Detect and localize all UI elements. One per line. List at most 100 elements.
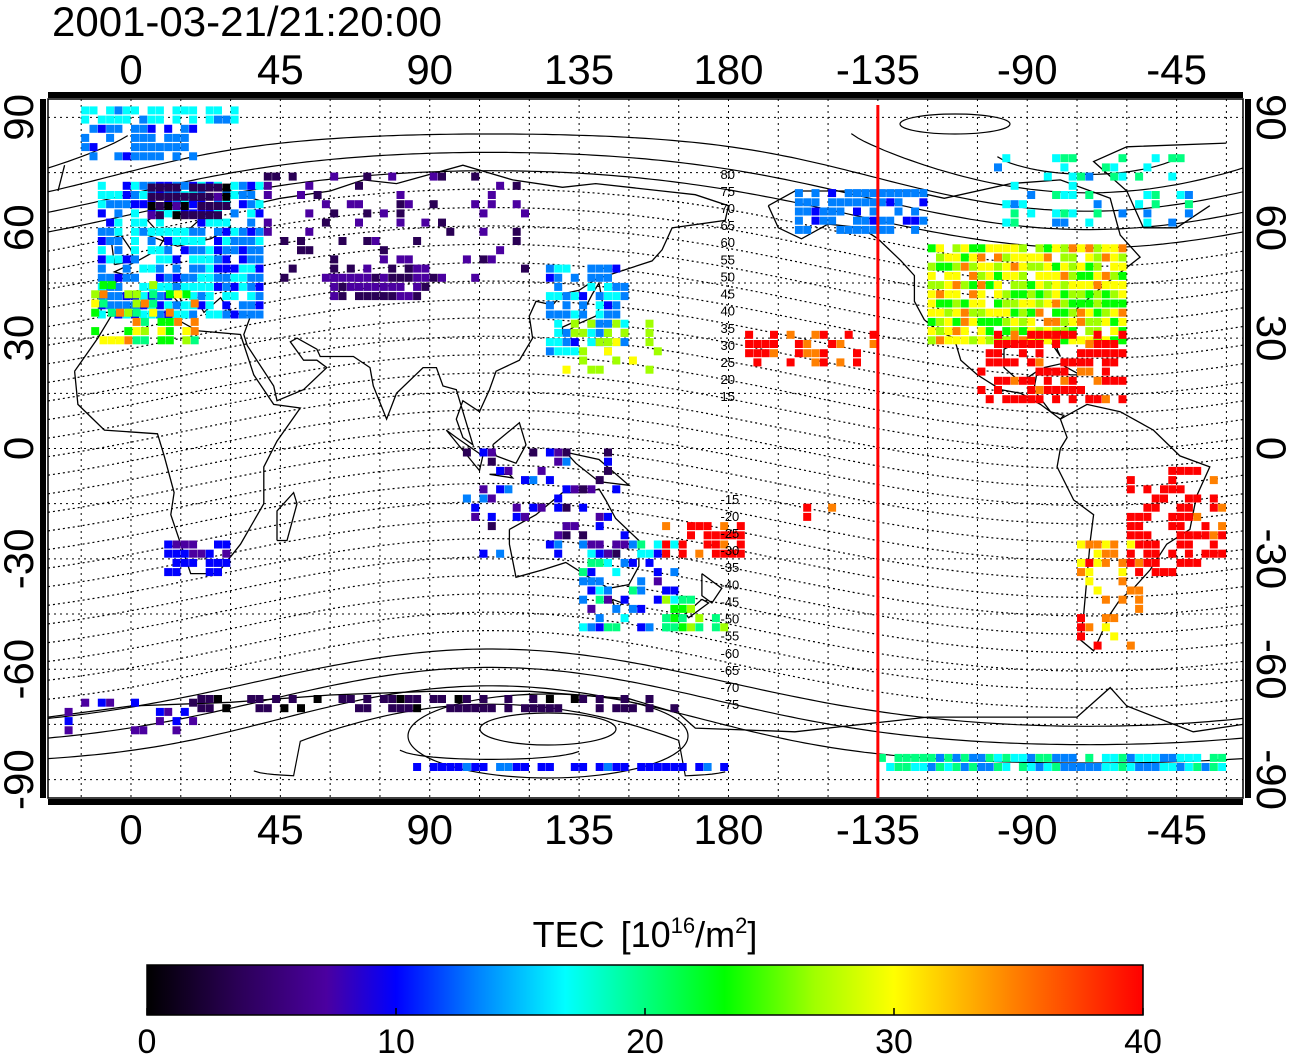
- tec-pixel: [877, 198, 886, 207]
- tec-pixel: [612, 485, 621, 494]
- tec-pixel: [155, 202, 164, 210]
- tec-pixel: [645, 549, 654, 558]
- tec-pixel: [645, 328, 654, 337]
- tec-pixel: [149, 290, 158, 299]
- tec-pixel: [263, 218, 272, 227]
- tec-pixel: [927, 299, 936, 308]
- tec-pixel: [960, 244, 969, 253]
- tec-pixel: [570, 310, 579, 319]
- tec-pixel: [172, 264, 181, 273]
- tec-pixel: [587, 485, 596, 494]
- tec-pixel: [106, 133, 115, 142]
- tec-pixel: [1193, 753, 1202, 762]
- tec-pixel: [554, 273, 563, 282]
- tec-pixel: [165, 317, 174, 326]
- tec-pixel: [114, 209, 123, 218]
- tec-pixel: [1060, 386, 1069, 394]
- tec-pixel: [1168, 172, 1177, 181]
- tec-pixel: [214, 310, 222, 319]
- tec-pixel: [736, 531, 745, 540]
- tec-pixel: [869, 225, 878, 234]
- tec-pixel: [172, 183, 181, 192]
- tec-pixel: [180, 106, 189, 115]
- tec-pixel: [604, 328, 612, 337]
- tec-pixel: [620, 292, 629, 301]
- tec-pixel: [97, 200, 106, 209]
- tec-pixel: [1168, 568, 1177, 577]
- tec-pixel: [545, 347, 554, 356]
- tec-pixel: [371, 273, 380, 282]
- tec-pixel: [952, 290, 961, 299]
- tec-pixel: [1184, 540, 1193, 549]
- tec-pixel: [222, 310, 231, 319]
- tec-pixel: [828, 198, 837, 207]
- tec-pixel: [545, 310, 554, 319]
- tec-pixel: [1068, 253, 1077, 262]
- tec-pixel: [330, 209, 339, 218]
- contour-label: -45: [721, 595, 740, 610]
- tec-pixel: [139, 282, 148, 291]
- tec-pixel: [197, 292, 206, 301]
- tec-pixel: [687, 595, 695, 604]
- tec-pixel: [180, 273, 189, 282]
- tec-pixel: [1043, 753, 1052, 762]
- tec-pixel: [205, 568, 214, 577]
- tec-pixel: [687, 531, 695, 540]
- tec-pixel: [919, 189, 928, 198]
- tec-pixel: [1118, 558, 1127, 567]
- tec-pixel: [321, 273, 330, 282]
- tec-pixel: [214, 264, 222, 273]
- tec-pixel: [869, 189, 878, 198]
- colorbar-tick-label: 0: [138, 1023, 157, 1057]
- tec-pixel: [1035, 290, 1044, 299]
- tec-pixel: [994, 386, 1002, 394]
- tec-pixel: [205, 115, 214, 124]
- tec-pixel: [471, 200, 480, 209]
- tec-pixel: [205, 192, 214, 201]
- tec-pixel: [604, 282, 612, 291]
- tec-pixel: [969, 763, 978, 771]
- tec-pixel: [1118, 281, 1127, 290]
- tec-pixel: [1077, 632, 1085, 641]
- tec-pixel: [562, 347, 571, 356]
- tec-pixel: [711, 623, 720, 632]
- longitude-tick-label: 90: [406, 806, 453, 853]
- tec-pixel: [139, 200, 148, 209]
- tec-pixel: [811, 198, 820, 207]
- contour-label: -75: [721, 697, 740, 712]
- tec-pixel: [562, 448, 571, 457]
- tec-pixel: [604, 512, 612, 521]
- tec-pixel: [620, 595, 629, 604]
- tec-pixel: [703, 763, 712, 771]
- tec-pixel: [579, 531, 588, 540]
- tec-pixel: [662, 540, 671, 549]
- tec-pixel: [157, 317, 166, 326]
- tec-pixel: [861, 225, 870, 234]
- tec-pixel: [662, 549, 671, 558]
- tec-pixel: [496, 246, 505, 255]
- tec-pixel: [1068, 330, 1077, 339]
- tec-pixel: [155, 152, 164, 161]
- tec-pixel: [1101, 340, 1110, 348]
- tec-pixel: [1176, 503, 1185, 512]
- tec-pixel: [1151, 558, 1160, 567]
- tec-pixel: [222, 237, 231, 245]
- tec-pixel: [190, 327, 199, 336]
- tec-pixel: [1018, 262, 1027, 271]
- tec-pixel: [1209, 494, 1218, 503]
- tec-pixel: [164, 540, 173, 549]
- tec-pixel: [272, 172, 281, 181]
- tec-pixel: [512, 227, 521, 236]
- tec-pixel: [172, 558, 181, 567]
- tec-pixel: [570, 347, 579, 356]
- tec-pixel: [794, 225, 803, 234]
- tec-pixel: [197, 183, 206, 192]
- tec-pixel: [678, 595, 687, 604]
- tec-pixel: [438, 695, 446, 703]
- tec-pixel: [462, 494, 471, 503]
- tec-pixel: [1027, 253, 1036, 262]
- tec-pixel: [811, 358, 820, 367]
- tec-pixel: [604, 763, 612, 771]
- tec-pixel: [994, 753, 1002, 762]
- tec-pixel: [471, 503, 480, 512]
